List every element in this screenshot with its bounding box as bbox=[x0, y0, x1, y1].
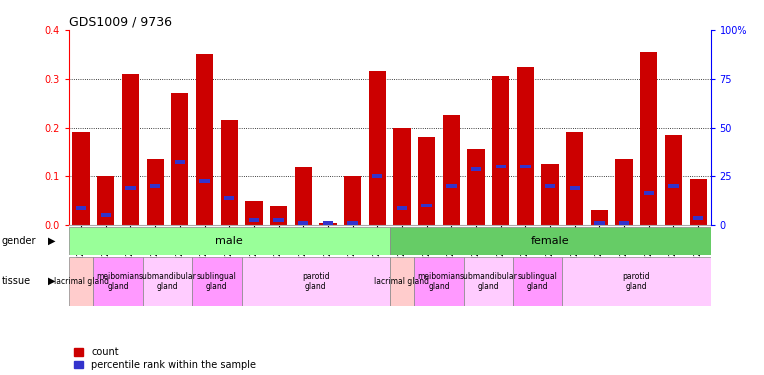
Text: parotid
gland: parotid gland bbox=[623, 272, 650, 291]
Bar bbox=[513, 257, 562, 306]
Bar bbox=[147, 159, 163, 225]
Bar bbox=[241, 257, 390, 306]
Text: meibomian
gland: meibomian gland bbox=[417, 272, 461, 291]
Text: female: female bbox=[531, 236, 569, 246]
Bar bbox=[369, 71, 386, 225]
Bar bbox=[468, 149, 484, 225]
Bar bbox=[249, 218, 259, 222]
Bar bbox=[390, 257, 414, 306]
Bar bbox=[570, 186, 580, 190]
Bar bbox=[566, 132, 584, 225]
Text: lacrimal gland: lacrimal gland bbox=[374, 277, 429, 286]
Bar bbox=[221, 120, 238, 225]
Bar bbox=[496, 165, 506, 168]
Bar bbox=[199, 179, 209, 183]
Text: sublingual
gland: sublingual gland bbox=[518, 272, 558, 291]
Bar bbox=[418, 137, 435, 225]
Bar bbox=[73, 132, 89, 225]
Bar bbox=[690, 179, 707, 225]
Bar bbox=[545, 184, 555, 188]
Bar bbox=[175, 160, 185, 164]
Bar bbox=[616, 159, 633, 225]
Bar bbox=[93, 257, 143, 306]
Bar bbox=[319, 223, 337, 225]
Bar bbox=[298, 220, 309, 225]
Text: meibomian
gland: meibomian gland bbox=[96, 272, 140, 291]
Bar bbox=[422, 204, 432, 207]
Legend: count, percentile rank within the sample: count, percentile rank within the sample bbox=[73, 347, 256, 370]
Bar bbox=[121, 74, 139, 225]
Bar bbox=[274, 218, 283, 222]
Bar bbox=[344, 176, 361, 225]
Bar bbox=[150, 184, 160, 188]
Bar bbox=[196, 54, 213, 225]
Bar bbox=[542, 164, 558, 225]
Bar bbox=[372, 174, 383, 178]
Text: ▶: ▶ bbox=[48, 276, 56, 286]
Bar bbox=[471, 167, 481, 171]
Bar bbox=[69, 257, 93, 306]
Text: sublingual
gland: sublingual gland bbox=[197, 272, 237, 291]
Bar bbox=[393, 128, 410, 225]
Bar bbox=[69, 227, 390, 255]
Bar bbox=[143, 257, 193, 306]
Text: parotid
gland: parotid gland bbox=[302, 272, 329, 291]
Text: submandibular
gland: submandibular gland bbox=[138, 272, 196, 291]
Bar bbox=[414, 257, 464, 306]
Bar bbox=[464, 257, 513, 306]
Bar bbox=[224, 196, 235, 200]
Bar bbox=[668, 184, 678, 188]
Bar bbox=[125, 186, 136, 190]
Text: ▶: ▶ bbox=[48, 236, 56, 246]
Bar bbox=[442, 116, 460, 225]
Bar bbox=[640, 52, 658, 225]
Bar bbox=[594, 220, 604, 225]
Bar bbox=[520, 165, 530, 168]
Bar bbox=[97, 176, 115, 225]
Bar bbox=[101, 213, 111, 217]
Text: tissue: tissue bbox=[2, 276, 31, 286]
Bar bbox=[245, 201, 263, 225]
Bar bbox=[171, 93, 189, 225]
Bar bbox=[322, 220, 333, 225]
Text: male: male bbox=[215, 236, 243, 246]
Bar bbox=[76, 206, 86, 210]
Bar bbox=[397, 206, 407, 210]
Bar bbox=[693, 216, 704, 220]
Text: GDS1009 / 9736: GDS1009 / 9736 bbox=[69, 16, 172, 29]
Bar bbox=[270, 206, 287, 225]
Text: gender: gender bbox=[2, 236, 36, 246]
Bar bbox=[348, 220, 358, 225]
Bar bbox=[516, 67, 534, 225]
Text: lacrimal gland: lacrimal gland bbox=[53, 277, 108, 286]
Bar bbox=[591, 210, 608, 225]
Bar bbox=[295, 166, 312, 225]
Bar bbox=[619, 220, 630, 225]
Bar bbox=[492, 76, 510, 225]
Bar bbox=[643, 191, 654, 195]
Bar bbox=[193, 257, 241, 306]
Text: submandibular
gland: submandibular gland bbox=[459, 272, 517, 291]
Bar bbox=[446, 184, 457, 188]
Bar bbox=[665, 135, 682, 225]
Bar bbox=[562, 257, 711, 306]
Bar bbox=[390, 227, 711, 255]
